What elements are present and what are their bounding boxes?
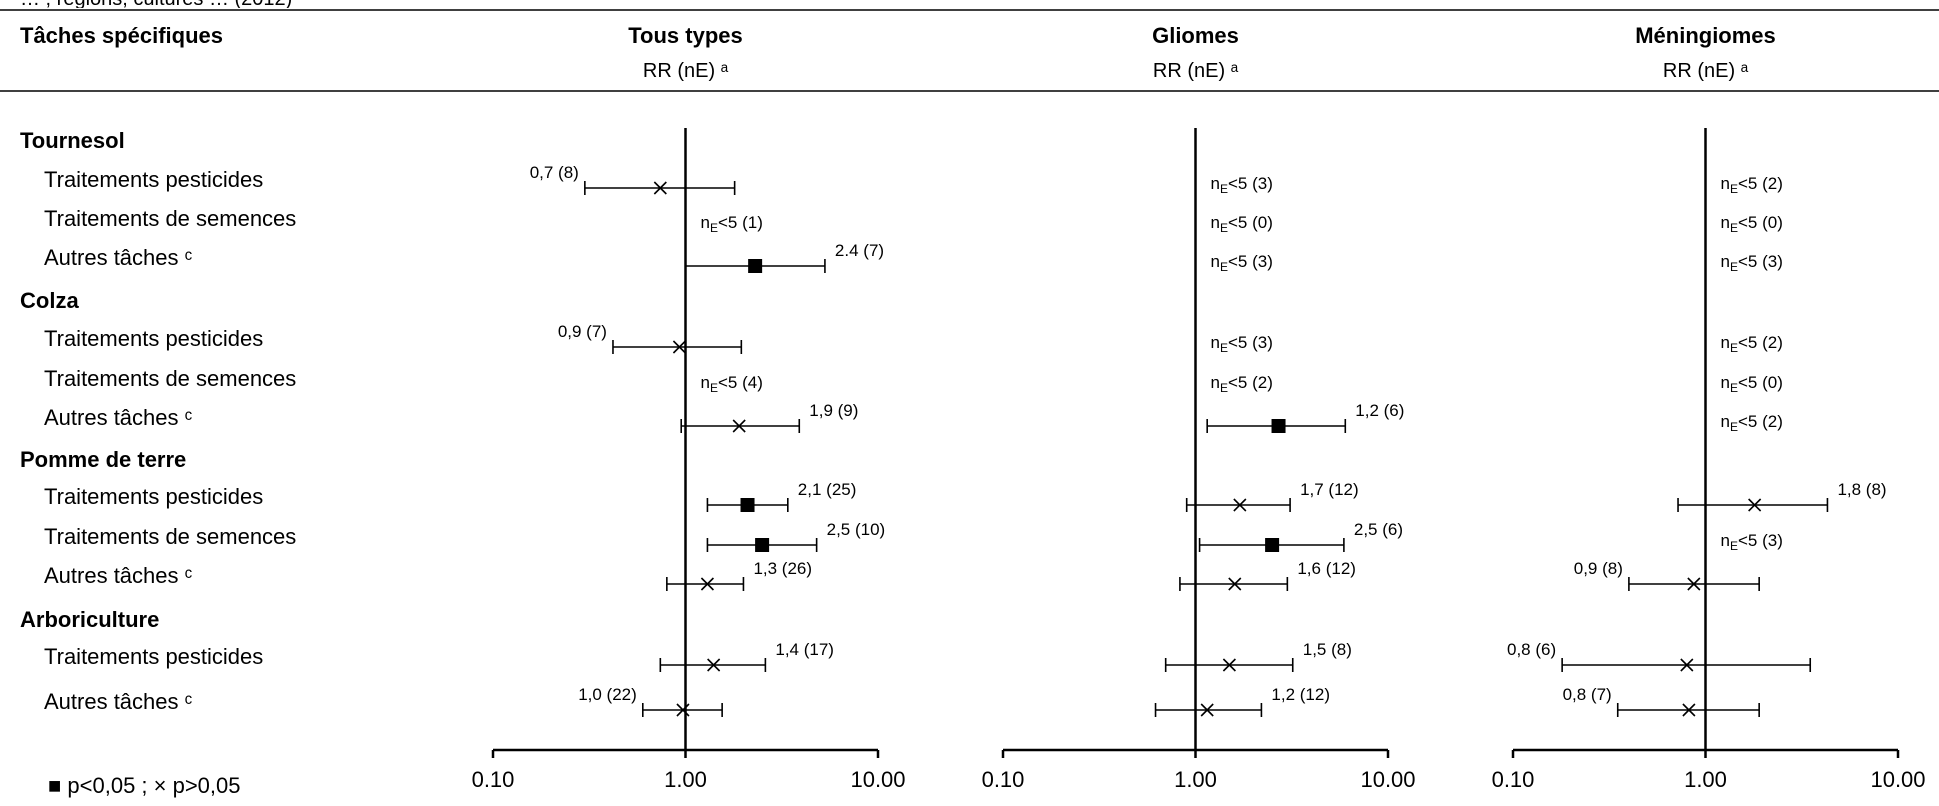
point-estimate-significant [755,538,770,552]
ne-label: nE<5 (0) [1721,213,1783,235]
ne-label: nE<5 (2) [1211,373,1273,395]
row-label: Traitements de semences [44,206,296,231]
panel-title: Méningiomes [1635,23,1776,48]
x-tick-label: 1.00 [1174,767,1217,792]
point-estimate-significant [1271,419,1286,433]
rr-label: 1,6 (12) [1297,559,1356,578]
x-tick-label: 0.10 [1492,767,1535,792]
point-estimate-nonsignificant [732,419,746,433]
rr-label: 0,8 (6) [1507,640,1556,659]
ne-label: nE<5 (1) [701,213,763,235]
group-label: Colza [20,288,79,313]
panel-subtitle: RR (nE) ᵃ [643,60,729,82]
rr-label: 1,4 (17) [775,640,834,659]
tasks-column-header: Tâches spécifiques [20,23,223,48]
point-estimate-nonsignificant [1687,577,1701,591]
ne-label: nE<5 (2) [1721,174,1783,196]
ne-label: nE<5 (2) [1721,333,1783,355]
rr-label: 2,1 (25) [798,480,857,499]
caption-text: … , régions, cultures … (2012) [20,0,292,8]
point-estimate-nonsignificant [700,577,714,591]
ne-label: nE<5 (3) [1211,333,1273,355]
rr-label: 0,7 (8) [530,163,579,182]
point-estimate-nonsignificant [1680,658,1694,672]
point-estimate-nonsignificant [1748,498,1762,512]
figure-caption-fragment: … , régions, cultures … (2012) [0,0,1939,8]
row-label: Traitements pesticides [44,326,263,351]
x-tick-label: 0.10 [982,767,1025,792]
panel-title: Gliomes [1152,23,1239,48]
point-estimate-nonsignificant [707,658,721,672]
ne-label: nE<5 (3) [1721,252,1783,274]
x-tick-label: 10.00 [1360,767,1415,792]
rr-label: 2,5 (6) [1354,520,1403,539]
row-label: Autres tâches ᶜ [44,245,193,270]
x-tick-label: 1.00 [664,767,707,792]
group-label: Pomme de terre [20,447,186,472]
ne-label: nE<5 (4) [701,373,763,395]
point-estimate-nonsignificant [653,181,667,195]
panel-subtitle: RR (nE) ᵃ [1153,60,1239,82]
point-estimate-nonsignificant [1222,658,1236,672]
point-estimate-nonsignificant [1682,703,1696,717]
x-tick-label: 10.00 [850,767,905,792]
row-label: Traitements de semences [44,524,296,549]
ne-label: nE<5 (2) [1721,412,1783,434]
rr-label: 0,9 (7) [558,322,607,341]
rr-label: 2,5 (10) [827,520,886,539]
point-estimate-nonsignificant [1233,498,1247,512]
row-label: Autres tâches ᶜ [44,405,193,430]
rr-label: 1,2 (6) [1355,401,1404,420]
x-tick-label: 10.00 [1870,767,1925,792]
point-estimate-nonsignificant [676,703,690,717]
rr-label: 1,2 (12) [1271,685,1330,704]
row-label: Traitements pesticides [44,644,263,669]
group-label: Arboriculture [20,607,159,632]
point-estimate-significant [740,498,755,512]
row-label: Autres tâches ᶜ [44,689,193,714]
panel-subtitle: RR (nE) ᵃ [1663,60,1749,82]
panel-title: Tous types [628,23,743,48]
x-tick-label: 0.10 [472,767,515,792]
ne-label: nE<5 (3) [1211,174,1273,196]
row-label: Autres tâches ᶜ [44,563,193,588]
ne-label: nE<5 (0) [1211,213,1273,235]
rr-label: 1,3 (26) [753,559,812,578]
row-label: Traitements de semences [44,366,296,391]
point-estimate-significant [748,259,763,273]
point-estimate-significant [1265,538,1280,552]
point-estimate-nonsignificant [1228,577,1242,591]
rr-label: 0,8 (7) [1563,685,1612,704]
rr-label: 2.4 (7) [835,241,884,260]
rr-label: 1,7 (12) [1300,480,1359,499]
rr-label: 1,9 (9) [809,401,858,420]
rr-label: 1,5 (8) [1303,640,1352,659]
x-tick-label: 1.00 [1684,767,1727,792]
rr-label: 1,8 (8) [1837,480,1886,499]
group-label: Tournesol [20,128,125,153]
row-label: Traitements pesticides [44,484,263,509]
rr-label: 0,9 (8) [1574,559,1623,578]
rr-label: 1,0 (22) [578,685,637,704]
ne-label: nE<5 (3) [1721,531,1783,553]
ne-label: nE<5 (3) [1211,252,1273,274]
point-estimate-nonsignificant [672,340,686,354]
ne-label: nE<5 (0) [1721,373,1783,395]
point-estimate-nonsignificant [1200,703,1214,717]
legend: ■ p<0,05 ; × p>0,05 [48,773,241,798]
row-label: Traitements pesticides [44,167,263,192]
